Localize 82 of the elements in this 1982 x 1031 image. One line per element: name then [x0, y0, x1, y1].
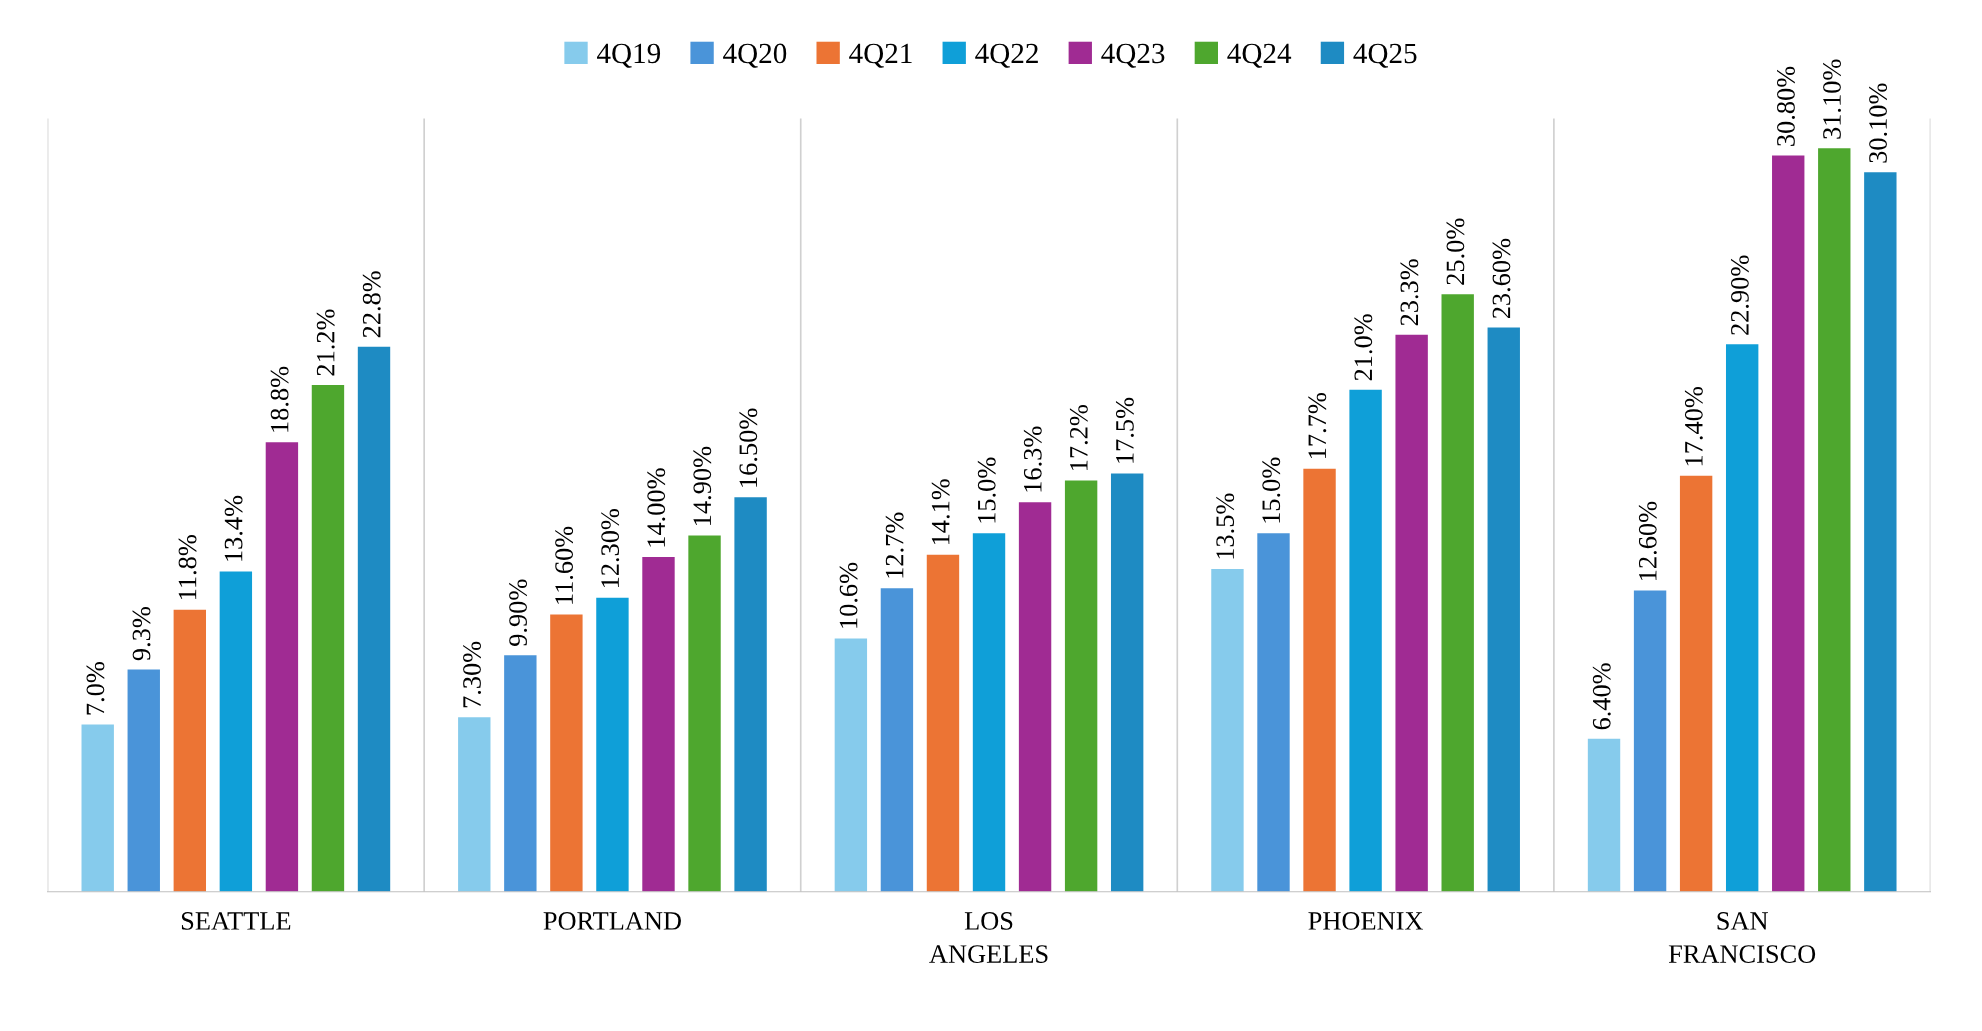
bar [642, 557, 675, 892]
bar [1864, 172, 1897, 892]
bar [1633, 590, 1667, 892]
legend-label: 4Q23 [1101, 43, 1165, 68]
data-label: 21.2% [316, 309, 335, 376]
data-label: 14.00% [647, 468, 666, 547]
legend-label: 4Q21 [849, 43, 912, 68]
bar [1303, 468, 1336, 892]
data-label: 9.90% [509, 579, 528, 646]
bar [1587, 738, 1621, 892]
bar [1679, 475, 1713, 892]
bar [127, 669, 160, 892]
data-label: 23.60% [1492, 238, 1511, 319]
x-tick-label: PHOENIX [1308, 912, 1424, 930]
data-label: 12.30% [601, 508, 620, 588]
data-label: 10.6% [839, 562, 858, 628]
bar [550, 614, 583, 892]
bar [1110, 473, 1144, 892]
data-label: 12.60% [1638, 501, 1657, 580]
data-label: 11.60% [555, 526, 574, 604]
data-label: 12.7% [885, 512, 904, 578]
data-label: 22.90% [1730, 255, 1749, 335]
bar [219, 571, 253, 892]
bar [458, 717, 491, 892]
bar [1211, 569, 1244, 892]
bar [926, 554, 960, 892]
bar [734, 497, 767, 892]
data-label: 17.40% [1684, 387, 1703, 466]
data-label: 16.3% [1023, 426, 1042, 492]
data-label: 30.10% [1869, 83, 1888, 163]
data-label: 13.4% [224, 495, 243, 561]
legend-label: 4Q24 [1227, 43, 1292, 68]
x-tick-label: SEATTLE [181, 912, 291, 930]
data-label: 17.2% [1069, 405, 1088, 470]
data-label: 22.8% [362, 271, 381, 338]
legend-label: 4Q25 [1353, 43, 1417, 68]
data-label: 6.40% [1592, 663, 1611, 730]
bar [1818, 148, 1851, 892]
bar [265, 442, 299, 892]
data-label: 13.5% [1216, 493, 1235, 559]
data-label: 14.90% [693, 446, 712, 525]
bar [1395, 334, 1428, 892]
bar [596, 597, 629, 892]
data-label: 14.1% [931, 479, 950, 545]
data-label: 17.7% [1308, 393, 1327, 459]
x-tick-label: PORTLAND [543, 912, 681, 930]
data-label: 21.0% [1354, 314, 1373, 381]
data-label: 7.0% [86, 662, 105, 715]
data-label: 18.8% [270, 366, 289, 432]
data-label: 7.30% [463, 641, 482, 708]
data-label: 15.0% [977, 457, 996, 523]
data-label: 30.80% [1777, 66, 1795, 146]
bar [173, 609, 206, 892]
data-label: 23.3% [1400, 259, 1419, 326]
bar [1487, 327, 1520, 892]
bar [1064, 480, 1098, 892]
bar [1772, 155, 1805, 892]
x-tick-label: SAN FRANCISCO [1668, 912, 1816, 963]
legend-label: 4Q22 [975, 43, 1038, 68]
bar [1725, 344, 1759, 892]
bar [688, 535, 721, 892]
data-label: 16.50% [739, 408, 758, 487]
x-tick-label: LOS ANGELES [929, 912, 1048, 963]
bar [81, 724, 114, 892]
data-label: 15.0% [1262, 457, 1281, 523]
bar [880, 588, 914, 892]
data-label: 25.0% [1446, 218, 1465, 285]
bar [1018, 502, 1052, 892]
bar [1257, 533, 1290, 892]
data-label: 11.8% [178, 535, 197, 600]
bar [311, 384, 345, 892]
bar [834, 638, 868, 892]
data-label: 31.10% [1823, 59, 1841, 139]
bar [1349, 389, 1382, 892]
legend-label: 4Q20 [723, 43, 787, 68]
data-label: 9.3% [132, 607, 151, 661]
bar [504, 655, 537, 892]
bar [972, 533, 1006, 892]
bar [1441, 294, 1474, 892]
data-label: 17.5% [1115, 397, 1134, 463]
legend-label: 4Q19 [597, 43, 661, 68]
bar [357, 346, 391, 892]
